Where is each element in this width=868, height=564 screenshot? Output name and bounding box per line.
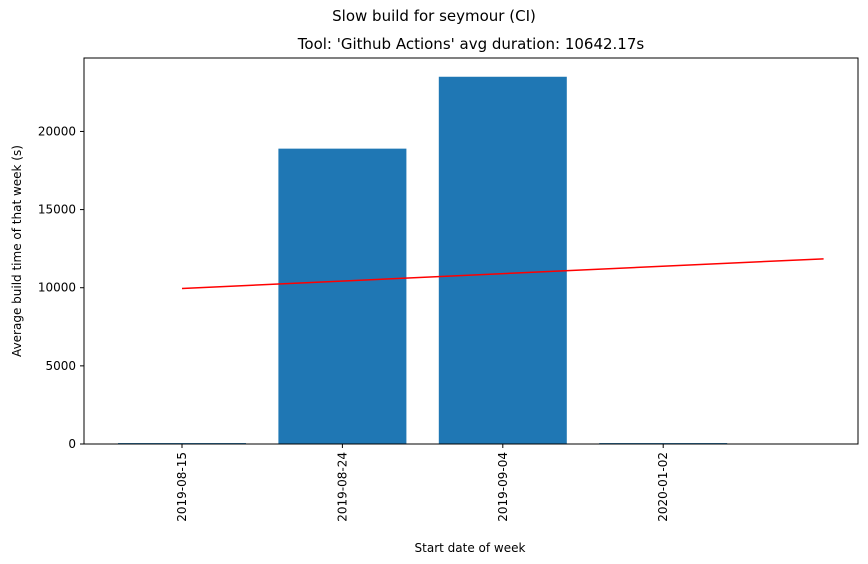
x-tick-label: 2020-01-02 [656,452,670,522]
x-tick-label: 2019-09-04 [496,452,510,522]
y-tick-label: 5000 [45,359,76,373]
x-axis-label: Start date of week [415,541,526,555]
plot-frame [83,57,859,445]
chart-suptitle: Slow build for seymour (CI) [332,7,536,25]
trend-line-group [181,258,824,290]
x-axis: 2019-08-15 2019-08-24 2019-09-04 2020-01-02 [175,444,670,522]
bar-2019-09-04 [438,76,567,444]
chart-title: Tool: 'Github Actions' avg duration: 106… [297,35,645,53]
trend-line [181,258,824,290]
y-axis: 0 5000 10000 15000 20000 [38,124,84,451]
y-axis-label: Average build time of that week (s) [10,145,24,357]
x-tick-label: 2019-08-15 [175,452,189,522]
y-tick-label: 0 [68,437,76,451]
bars-group [118,76,728,445]
y-tick-label: 20000 [38,124,76,138]
x-tick-label: 2019-08-24 [335,452,349,522]
bar-2019-08-24 [278,148,407,444]
y-tick-label: 10000 [38,281,76,295]
y-tick-label: 15000 [38,203,76,217]
